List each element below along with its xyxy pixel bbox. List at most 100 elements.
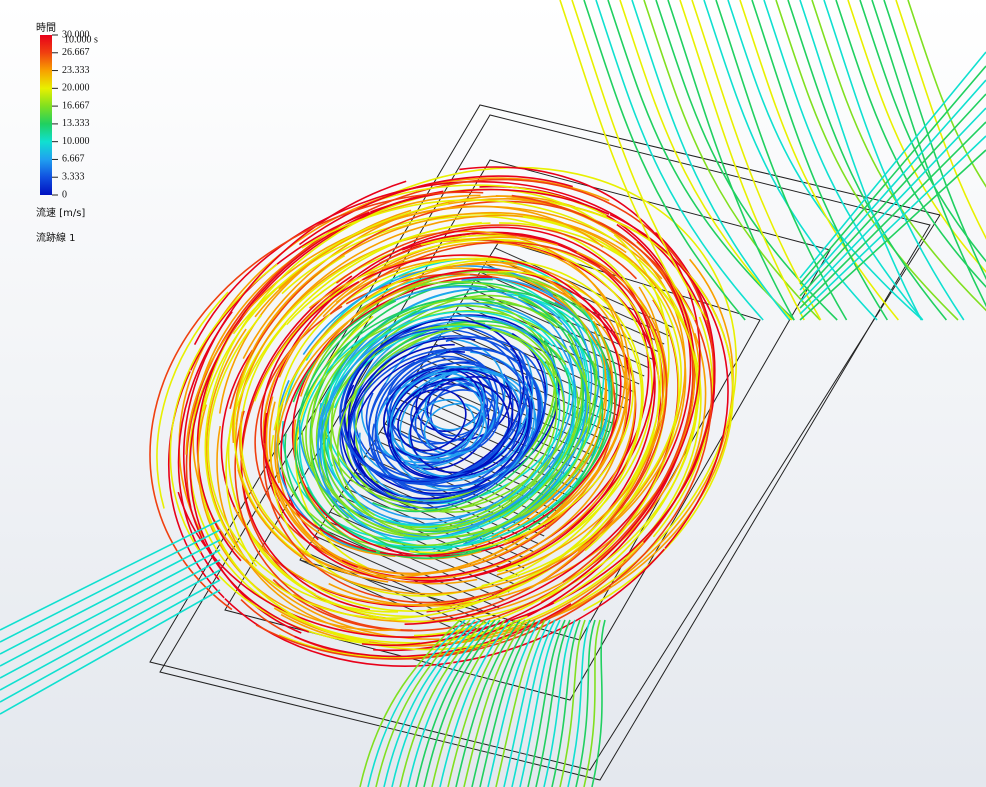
streamline — [799, 149, 986, 321]
streamline — [197, 198, 734, 651]
streamline — [559, 619, 586, 787]
legend: 時間 10.000 s 流速 [m/s] 流跡線 1 30.000 26.667 2… — [36, 22, 98, 244]
streamline — [543, 619, 576, 787]
streamline — [233, 213, 682, 593]
streamline — [391, 619, 481, 787]
streamline — [703, 0, 878, 321]
streamline — [619, 0, 793, 321]
streamline — [423, 619, 501, 787]
streamline — [799, 121, 986, 309]
streamline — [0, 529, 221, 643]
streamline — [409, 376, 521, 474]
streamline — [338, 320, 574, 533]
streamline — [559, 0, 696, 321]
streamline — [316, 315, 565, 540]
streamline — [383, 619, 476, 787]
streamline — [739, 0, 899, 321]
streamline — [149, 191, 713, 660]
streamline — [225, 221, 680, 637]
streamline — [775, 0, 959, 321]
streamline — [551, 619, 581, 787]
streamline — [188, 213, 702, 644]
streamline — [847, 0, 986, 274]
streamline — [156, 184, 714, 659]
tick-label: 3.333 — [62, 172, 85, 183]
streamline — [787, 0, 948, 321]
streamline — [691, 0, 822, 321]
streamline — [571, 0, 708, 321]
streamline — [243, 238, 660, 612]
streamline — [799, 135, 986, 315]
streamline — [575, 619, 596, 787]
streamline — [583, 619, 601, 787]
slat — [394, 407, 575, 489]
streamline — [399, 619, 486, 787]
time-label: 時間 — [36, 22, 56, 34]
streamline — [667, 0, 795, 321]
streamline — [859, 0, 986, 263]
streamline — [471, 619, 531, 787]
streamline — [799, 107, 986, 303]
trajectory-label: 流跡線 1 — [36, 231, 76, 244]
streamline — [0, 539, 221, 655]
streamline — [527, 619, 566, 787]
streamline — [0, 579, 221, 703]
streamline — [751, 0, 888, 321]
slat — [319, 527, 500, 609]
streamline — [799, 0, 922, 321]
streamline — [374, 346, 542, 487]
streamline — [643, 0, 821, 321]
streamline — [389, 372, 483, 459]
streamline — [415, 619, 496, 787]
tick-label: 10.000 — [62, 136, 90, 147]
streamline — [270, 259, 644, 597]
streamline — [595, 0, 764, 321]
legend-title: 流速 [m/s] — [36, 206, 85, 219]
slat — [469, 287, 650, 369]
streamline — [389, 378, 510, 479]
streamline — [503, 619, 551, 787]
tick-label: 6.667 — [62, 154, 85, 165]
streamline — [727, 0, 924, 321]
streamline — [407, 619, 491, 787]
tick-label: 0 — [62, 189, 67, 200]
streamline — [799, 51, 986, 279]
streamline — [823, 0, 965, 321]
streamline — [423, 402, 488, 456]
streamline — [339, 328, 522, 482]
streamline — [313, 310, 577, 539]
streamline — [591, 619, 606, 787]
streamline — [511, 619, 556, 787]
streamline — [321, 297, 558, 513]
streamline — [799, 93, 986, 297]
streamline — [655, 0, 838, 321]
streamline — [342, 317, 529, 485]
streamline — [799, 79, 986, 291]
streamline — [397, 388, 467, 452]
streamline — [535, 619, 571, 787]
tick-label: 16.667 — [62, 100, 90, 111]
streamline — [679, 0, 805, 321]
streamline — [284, 284, 585, 557]
streamline — [268, 241, 631, 575]
tick-label: 23.333 — [62, 65, 90, 76]
streamline — [907, 0, 986, 188]
streamline — [631, 0, 791, 321]
streamline — [463, 619, 526, 787]
streamline — [495, 619, 546, 787]
plate-outline — [149, 104, 941, 771]
streamline — [348, 348, 533, 505]
streamline — [367, 619, 466, 787]
streamline — [567, 619, 591, 787]
streamline — [487, 619, 541, 787]
streamline — [265, 236, 668, 585]
streamline — [0, 559, 221, 679]
streamline — [895, 0, 986, 240]
streamline — [232, 211, 687, 595]
colorbar — [40, 35, 52, 195]
time-value: 10.000 s — [64, 34, 98, 45]
streamline — [763, 0, 924, 321]
streamline — [207, 215, 662, 613]
